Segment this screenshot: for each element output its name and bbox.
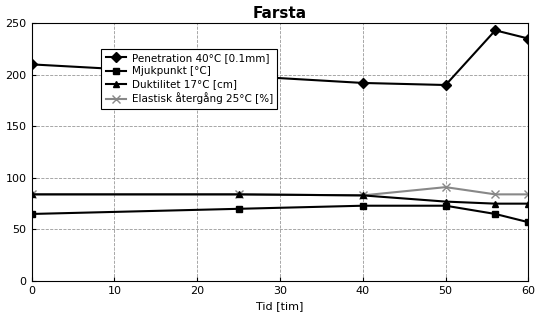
- Penetration 40°C [0.1mm]: [235, 74, 242, 78]
- Duktilitet 17°C [cm]: [492, 202, 499, 205]
- Mjukpunkt [°C]: [235, 207, 242, 211]
- Mjukpunkt [°C]: [443, 204, 449, 208]
- Mjukpunkt [°C]: [28, 212, 35, 216]
- Elastisk återgång 25°C [%]: [492, 192, 499, 196]
- Mjukpunkt [°C]: [360, 204, 366, 208]
- Penetration 40°C [0.1mm]: [525, 37, 532, 41]
- Mjukpunkt [°C]: [525, 220, 532, 224]
- Line: Mjukpunkt [°C]: Mjukpunkt [°C]: [28, 202, 532, 226]
- Elastisk återgång 25°C [%]: [28, 192, 35, 196]
- Duktilitet 17°C [cm]: [360, 193, 366, 197]
- Duktilitet 17°C [cm]: [443, 200, 449, 204]
- Penetration 40°C [0.1mm]: [28, 62, 35, 66]
- Mjukpunkt [°C]: [492, 212, 499, 216]
- Line: Elastisk återgång 25°C [%]: Elastisk återgång 25°C [%]: [28, 183, 532, 200]
- Penetration 40°C [0.1mm]: [443, 83, 449, 87]
- Line: Penetration 40°C [0.1mm]: Penetration 40°C [0.1mm]: [28, 27, 532, 88]
- Title: Farsta: Farsta: [253, 6, 307, 21]
- Legend: Penetration 40°C [0.1mm], Mjukpunkt [°C], Duktilitet 17°C [cm], Elastisk återgån: Penetration 40°C [0.1mm], Mjukpunkt [°C]…: [101, 49, 277, 108]
- Penetration 40°C [0.1mm]: [360, 81, 366, 85]
- Elastisk återgång 25°C [%]: [443, 185, 449, 189]
- Elastisk återgång 25°C [%]: [360, 193, 366, 197]
- Duktilitet 17°C [cm]: [525, 202, 532, 205]
- Elastisk återgång 25°C [%]: [235, 192, 242, 196]
- Line: Duktilitet 17°C [cm]: Duktilitet 17°C [cm]: [28, 191, 532, 207]
- X-axis label: Tid [tim]: Tid [tim]: [256, 301, 304, 311]
- Penetration 40°C [0.1mm]: [492, 29, 499, 32]
- Duktilitet 17°C [cm]: [235, 192, 242, 196]
- Elastisk återgång 25°C [%]: [525, 192, 532, 196]
- Duktilitet 17°C [cm]: [28, 192, 35, 196]
